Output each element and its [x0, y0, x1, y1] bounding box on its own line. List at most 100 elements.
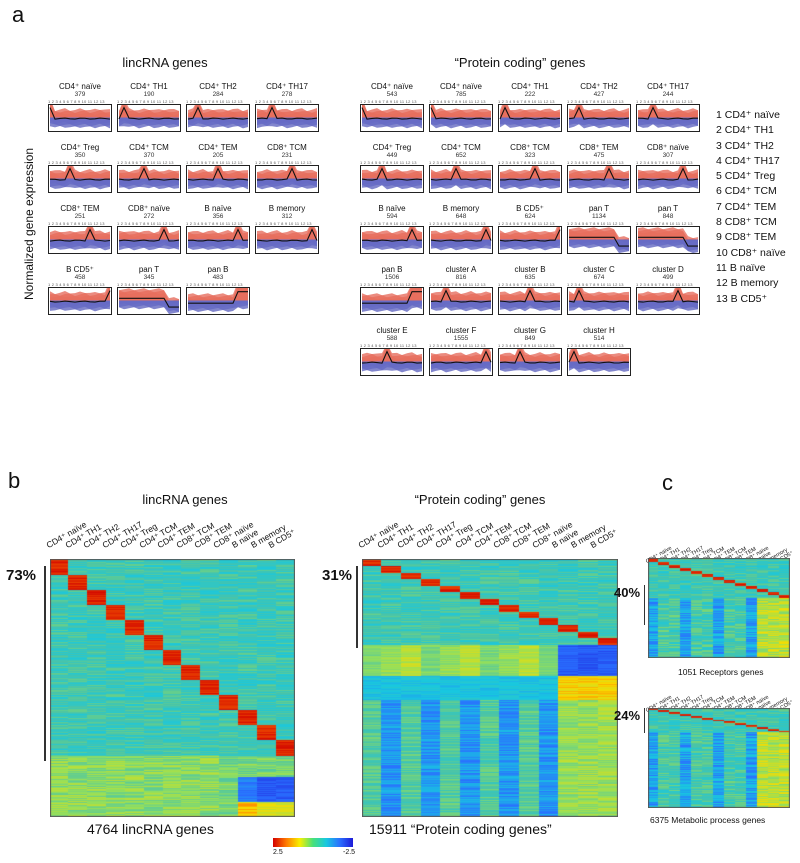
cluster-gene-count: 648 [455, 213, 467, 220]
panel-label-c: c [662, 470, 673, 495]
cluster-ticks: 1 2 3 4 5 6 7 8 9 10 11 12 13 [186, 221, 243, 226]
metabolic-caption: 6375 Metabolic process genes [650, 815, 766, 825]
lower-band [500, 178, 560, 190]
lower-band [362, 300, 422, 312]
cluster-plot: CD4⁺ Treg 350 1 2 3 4 5 6 7 8 9 10 11 12 1… [48, 143, 112, 193]
lower-band [257, 178, 317, 190]
legend-item: 1 CD4⁺ naïve [716, 109, 780, 121]
lower-band [638, 117, 698, 129]
cluster-ticks: 1 2 3 4 5 6 7 8 9 10 11 12 13 [360, 221, 417, 226]
cluster-title: B memory [268, 204, 306, 213]
cluster-title: CD4⁺ TCM [129, 143, 169, 152]
legend-item: 10 CD8⁺ naïve [716, 246, 786, 259]
cluster-gene-count: 849 [524, 335, 536, 342]
cluster-profile [48, 104, 112, 132]
legend-item: 6 CD4⁺ TCM [716, 185, 777, 198]
cluster-title: B naïve [378, 204, 406, 213]
cluster-profile [636, 226, 700, 254]
lincrna-bracket [44, 566, 46, 761]
cluster-gene-count: 231 [281, 152, 293, 159]
mean-profile-line [119, 297, 179, 308]
lower-band [431, 361, 491, 373]
cluster-gene-count: 272 [143, 213, 155, 220]
cluster-ticks: 1 2 3 4 5 6 7 8 9 10 11 12 13 [360, 343, 417, 348]
cluster-ticks: 1 2 3 4 5 6 7 8 9 10 11 12 13 [48, 221, 105, 226]
lower-band [362, 239, 422, 251]
cluster-profile [186, 165, 250, 193]
cluster-plot: B memory 648 1 2 3 4 5 6 7 8 9 10 11 12 13 [429, 204, 493, 254]
cluster-plot: CD4⁺ TH17 278 1 2 3 4 5 6 7 8 9 10 11 12 1… [255, 82, 319, 132]
lower-band [119, 178, 179, 190]
protein-percent: 31% [322, 567, 353, 584]
cluster-gene-count: 307 [662, 152, 674, 159]
cluster-gene-count: 848 [662, 213, 674, 220]
mean-profile-line [499, 229, 561, 242]
mean-profile-line [187, 106, 249, 120]
cluster-title: pan T [657, 204, 679, 213]
lower-band [119, 117, 179, 129]
cluster-gene-count: 312 [281, 213, 293, 220]
cluster-title: B CD5⁺ [66, 265, 94, 274]
mean-profile-line [256, 228, 318, 242]
legend-item: 4 CD4⁺ TH17 [716, 154, 780, 167]
legend-item: 11 B naïve [716, 261, 766, 274]
upper-band [362, 166, 422, 179]
cluster-gene-count: 475 [593, 152, 605, 159]
cluster-title: cluster E [376, 326, 408, 335]
lower-band [362, 178, 422, 190]
lincrna-caption: 4764 lincRNA genes [87, 821, 214, 837]
cluster-ticks: 1 2 3 4 5 6 7 8 9 10 11 12 13 [186, 99, 243, 104]
cluster-profile [360, 287, 424, 315]
lower-band [188, 178, 248, 190]
lower-band [569, 117, 629, 129]
legend-item: 7 CD4⁺ TEM [716, 200, 777, 213]
cluster-gene-count: 345 [143, 274, 155, 281]
upper-band [500, 349, 560, 362]
lower-band [431, 117, 491, 129]
cluster-ticks: 1 2 3 4 5 6 7 8 9 10 11 12 13 [567, 282, 624, 287]
cluster-plot: B memory 312 1 2 3 4 5 6 7 8 9 10 11 12 13 [255, 204, 319, 254]
cluster-gene-count: 458 [74, 274, 86, 281]
cluster-title: B naïve [204, 204, 232, 213]
upper-band [638, 227, 698, 240]
cluster-profile [360, 104, 424, 132]
cluster-ticks: 1 2 3 4 5 6 7 8 9 10 11 12 13 [117, 160, 174, 165]
legend-item: 2 CD4⁺ TH1 [716, 124, 774, 137]
cluster-profile [429, 104, 493, 132]
cluster-profile [48, 165, 112, 193]
lower-band [500, 117, 560, 129]
cluster-gene-count: 1134 [592, 213, 606, 220]
mean-profile-line [568, 167, 630, 181]
panel-label-b: b [8, 468, 21, 493]
cluster-profile [498, 226, 562, 254]
upper-band [431, 227, 491, 240]
lower-band [569, 178, 629, 190]
cluster-profile [255, 226, 319, 254]
lower-band [50, 300, 110, 312]
cluster-profile [186, 226, 250, 254]
mean-profile-line [499, 350, 561, 364]
cluster-plot: CD8⁺ naïve 307 1 2 3 4 5 6 7 8 9 10 11 12 … [636, 143, 700, 193]
cluster-gene-count: 379 [74, 91, 86, 98]
upper-band [362, 349, 422, 362]
cluster-plot: CD4⁺ Treg 449 1 2 3 4 5 6 7 8 9 10 11 12 1… [360, 143, 424, 193]
mean-profile-line [362, 291, 422, 304]
mean-profile-line [569, 236, 629, 247]
cluster-title: CD4⁺ naïve [370, 82, 414, 91]
lower-band [431, 239, 491, 251]
lower-band [119, 239, 179, 251]
cluster-profile [360, 226, 424, 254]
lower-band [638, 300, 698, 312]
cluster-title: CD8⁺ TCM [267, 143, 307, 152]
upper-band [119, 227, 179, 240]
cluster-plot: pan B 1506 1 2 3 4 5 6 7 8 9 10 11 12 13 [360, 265, 424, 315]
cluster-title: CD4⁺ TH1 [511, 82, 549, 91]
cluster-profile [498, 287, 562, 315]
upper-band [431, 288, 491, 301]
cluster-ticks: 1 2 3 4 5 6 7 8 9 10 11 12 13 [567, 99, 624, 104]
mean-profile-line [430, 289, 492, 303]
lower-band [638, 239, 698, 253]
legend-item: 9 CD8⁺ TEM [716, 231, 777, 244]
cluster-profile [567, 165, 631, 193]
lower-band [188, 117, 248, 129]
